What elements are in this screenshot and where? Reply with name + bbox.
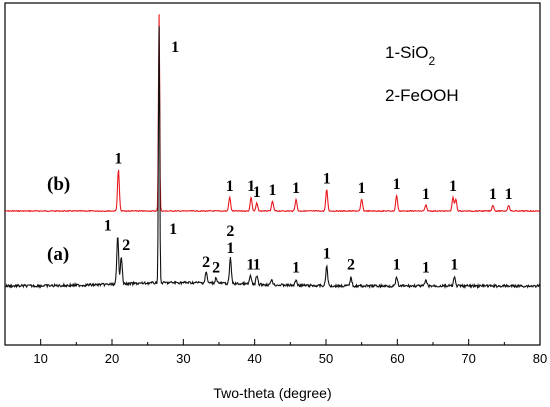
peak-label: 1 (489, 186, 497, 203)
peak-label: 1 (269, 182, 277, 199)
x-tick-label: 20 (105, 351, 119, 366)
peak-label: 1 (393, 257, 401, 274)
peak-label: 1 (169, 221, 177, 238)
legend-entry: 2-FeOOH (385, 86, 459, 105)
peak-label: 2 (122, 237, 130, 254)
peak-label: 1 (450, 257, 458, 274)
x-tick-label: 10 (33, 351, 47, 366)
peak-label: 1 (292, 259, 300, 276)
peak-label: 1 (292, 180, 300, 197)
x-axis-title: Two-theta (degree) (213, 385, 331, 401)
peak-label: 2 (347, 257, 355, 274)
peak-label: 1 (226, 178, 234, 195)
peak-label: 2 (202, 254, 210, 271)
peak-label: 1 (505, 186, 513, 203)
x-tick-label: 60 (390, 351, 404, 366)
peak-label: 1 (253, 257, 261, 274)
peak-label: 1 (422, 186, 430, 203)
x-tick-label: 40 (247, 351, 261, 366)
peak-label: 1 (323, 245, 331, 262)
series-label: (b) (47, 174, 70, 195)
peak-label: 1 (171, 39, 179, 56)
legend-entry: 1-SiO2 (385, 43, 435, 68)
peak-label: 1 (393, 176, 401, 193)
x-tick-label: 30 (176, 351, 190, 366)
series-line (4, 14, 540, 213)
peak-label: 1 (226, 240, 234, 257)
peak-label: 1 (422, 259, 430, 276)
x-tick-label: 50 (319, 351, 333, 366)
peak-label: 1 (104, 217, 112, 234)
series-line (4, 26, 541, 290)
peak-label: 1 (358, 180, 366, 197)
x-tick-label: 80 (533, 351, 547, 366)
peak-label: 1 (247, 178, 255, 195)
series-label: (a) (47, 244, 69, 265)
peak-label: 1 (323, 170, 331, 187)
peak-label: 1 (246, 257, 254, 274)
peak-label: 2 (226, 223, 234, 240)
peak-label: 1 (449, 178, 457, 195)
peak-label: 2 (212, 259, 220, 276)
plot-frame (4, 2, 541, 346)
peak-label: 1 (253, 184, 261, 201)
x-tick-label: 70 (461, 351, 475, 366)
peak-label: 1 (114, 151, 122, 168)
